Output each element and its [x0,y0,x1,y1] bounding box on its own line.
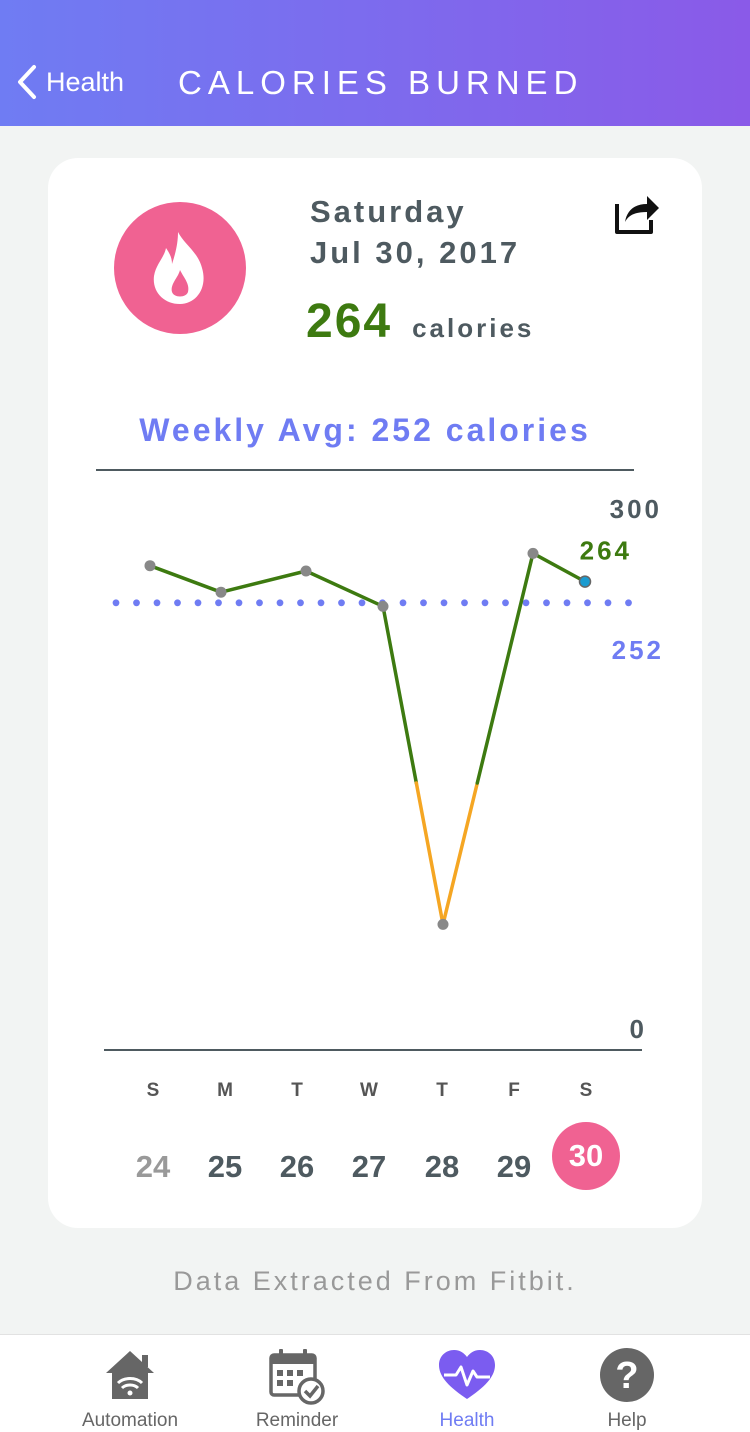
calories-unit: calories [412,313,535,343]
day-number[interactable]: 25 [207,1149,243,1184]
series-segment [381,604,419,785]
calories-chart: 300 0 264 252 [104,494,664,1051]
series-points [144,547,592,930]
series-segment [475,551,535,785]
average-dot [297,599,304,607]
current-value-label: 264 [580,536,632,566]
day-selected[interactable]: 30 [552,1122,620,1190]
tab-label: Reminder [255,1410,339,1431]
average-dot [604,599,612,607]
average-dot [256,599,263,607]
app-header: Health CALORIES BURNED [0,0,750,126]
average-dot [625,599,632,607]
series-segment [219,569,308,594]
day-letter: M [217,1080,233,1101]
tab-health[interactable]: Health [392,1335,542,1432]
series-segment [531,551,587,584]
average-dot [153,599,161,607]
average-dot [235,599,243,607]
calories-card: Saturday Jul 30, 2017 264 calories Weekl… [48,158,702,1228]
page-title: CALORIES BURNED [178,64,584,101]
back-button[interactable]: Health [16,62,124,102]
series-segment [441,781,480,927]
tab-label: Help [607,1410,647,1431]
average-dot [440,599,448,607]
day-letter: T [436,1080,448,1101]
day-letter: F [508,1080,520,1101]
home-wifi-icon [106,1351,154,1399]
y-tick-bottom: 0 [630,1014,644,1044]
question-icon: ? [600,1348,654,1402]
svg-text:?: ? [615,1355,638,1397]
series-segment [304,569,385,609]
heart-pulse-icon [439,1350,495,1399]
average-dot [194,599,202,607]
tab-help[interactable]: ? Help [552,1335,702,1432]
day-letter: S [146,1080,160,1101]
average-dot [276,599,284,607]
data-point [527,547,539,559]
day-number[interactable]: 26 [279,1149,315,1184]
weekly-average: Weekly Avg: 252 calories [139,412,591,448]
average-value-label: 252 [612,635,664,665]
series-segment [414,781,445,927]
average-dot [584,599,591,607]
day-name: Saturday [310,194,467,229]
average-dot [502,599,509,607]
average-dot [133,599,140,607]
average-dot [112,599,120,607]
day-number[interactable]: 27 [351,1149,387,1184]
series-line [148,551,587,927]
day-number[interactable]: 24 [135,1149,171,1184]
day-letter: W [360,1080,378,1101]
calories-row: 264 calories [306,294,534,349]
average-dot [481,599,489,607]
average-dot [399,599,407,607]
average-dot [338,599,345,607]
tab-label: Health [439,1410,495,1431]
day-number[interactable]: 29 [496,1149,532,1184]
series-segment [148,563,223,594]
average-dot [543,599,550,607]
data-point [144,560,156,572]
average-dot [317,599,325,607]
data-point [300,565,312,577]
data-point [215,586,227,598]
average-dot [461,599,468,607]
average-dot [420,599,427,607]
day-letter: T [291,1080,303,1101]
data-point [377,600,389,612]
flame-icon [153,232,204,304]
calories-value: 264 [306,295,393,348]
flame-badge [114,202,246,334]
tab-automation[interactable]: Automation [55,1335,205,1432]
tab-bar: Automation Reminder Health ? Help [0,1334,750,1432]
date-text: Jul 30, 2017 [310,235,521,270]
back-label: Health [46,66,125,97]
tab-reminder[interactable]: Reminder [222,1335,372,1432]
average-divider [96,469,634,471]
day-letter: S [579,1080,593,1101]
average-dot [215,599,222,607]
share-icon [615,196,659,234]
chevron-left-icon [18,65,36,99]
share-button[interactable] [613,190,663,236]
average-dot [563,599,571,607]
calendar-check-icon [269,1349,325,1405]
average-dot [522,599,530,607]
data-point [437,918,449,930]
average-dot [358,599,366,607]
current-point [578,575,592,588]
y-tick-top: 300 [610,494,662,524]
day-number[interactable]: 28 [424,1149,460,1184]
tab-label: Automation [81,1410,179,1431]
average-dot [174,599,181,607]
footer-note: Data Extracted From Fitbit. [173,1266,577,1296]
